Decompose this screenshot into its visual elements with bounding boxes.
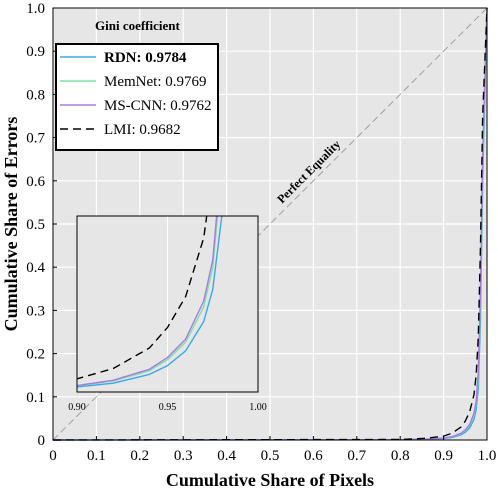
inset-series-line <box>77 216 208 380</box>
y-tick-label: 0.8 <box>26 87 45 103</box>
y-tick-label: 0.5 <box>26 217 45 233</box>
y-tick-label: 0.1 <box>26 390 45 406</box>
x-tick-label: 0 <box>49 448 57 464</box>
x-tick-label: 0.7 <box>347 448 366 464</box>
y-tick-label: 0.7 <box>26 131 45 147</box>
y-ticks: 0 0.1 0.2 0.3 0.4 0.5 0.6 0.7 0.8 0.9 1.0 <box>26 1 57 449</box>
inset-zoom: 0.90 0.95 1.00 <box>68 215 267 413</box>
x-tick-label: 0.9 <box>434 448 453 464</box>
inset-series-group <box>77 216 223 388</box>
inset-series-line <box>77 216 223 388</box>
y-tick-label: 0.9 <box>26 44 45 60</box>
legend: RDN: 0.9784 MemNet: 0.9769 MS-CNN: 0.9762 L… <box>55 43 219 151</box>
x-ticks: 0 0.1 0.2 0.3 0.4 0.5 0.6 0.7 0.8 0.9 1.0 <box>49 436 496 464</box>
x-axis-label: Cumulative Share of Pixels <box>166 470 374 490</box>
x-tick-label: 0.4 <box>217 448 236 464</box>
y-axis-label: Cumulative Share of Errors <box>1 117 21 332</box>
y-tick-label: 0 <box>38 433 46 449</box>
x-tick-label: 0.5 <box>261 448 280 464</box>
series-line <box>52 7 488 441</box>
legend-entry: RDN: 0.9784 <box>104 50 187 66</box>
inset-x-tick-label: 1.00 <box>249 402 267 413</box>
inset-x-tick-label: 0.95 <box>159 402 177 413</box>
y-tick-label: 0.4 <box>26 260 45 276</box>
legend-entry: MS-CNN: 0.9762 <box>104 98 212 114</box>
inset-x-tick-label: 0.90 <box>68 402 86 413</box>
legend-box <box>55 43 219 151</box>
inset-series-line <box>77 216 218 387</box>
x-tick-label: 0.6 <box>304 448 323 464</box>
inset-frame <box>76 215 259 393</box>
y-tick-label: 0.6 <box>26 174 45 190</box>
legend-title: Gini coefficient <box>95 18 181 33</box>
y-tick-label: 0.3 <box>26 303 45 319</box>
legend-entry: MemNet: 0.9769 <box>104 74 207 90</box>
series-group <box>52 7 488 441</box>
y-tick-label: 0.2 <box>26 347 45 363</box>
y-tick-label: 1.0 <box>26 1 45 17</box>
x-tick-label: 0.8 <box>391 448 410 464</box>
x-tick-label: 0.3 <box>174 448 193 464</box>
x-tick-label: 0.1 <box>87 448 106 464</box>
inset-series-line <box>77 216 219 387</box>
x-tick-label: 1.0 <box>478 448 497 464</box>
legend-entry: LMI: 0.9682 <box>104 122 181 138</box>
inset-x-ticks: 0.90 0.95 1.00 <box>68 402 267 413</box>
x-tick-label: 0.2 <box>130 448 149 464</box>
series-line <box>52 7 488 441</box>
